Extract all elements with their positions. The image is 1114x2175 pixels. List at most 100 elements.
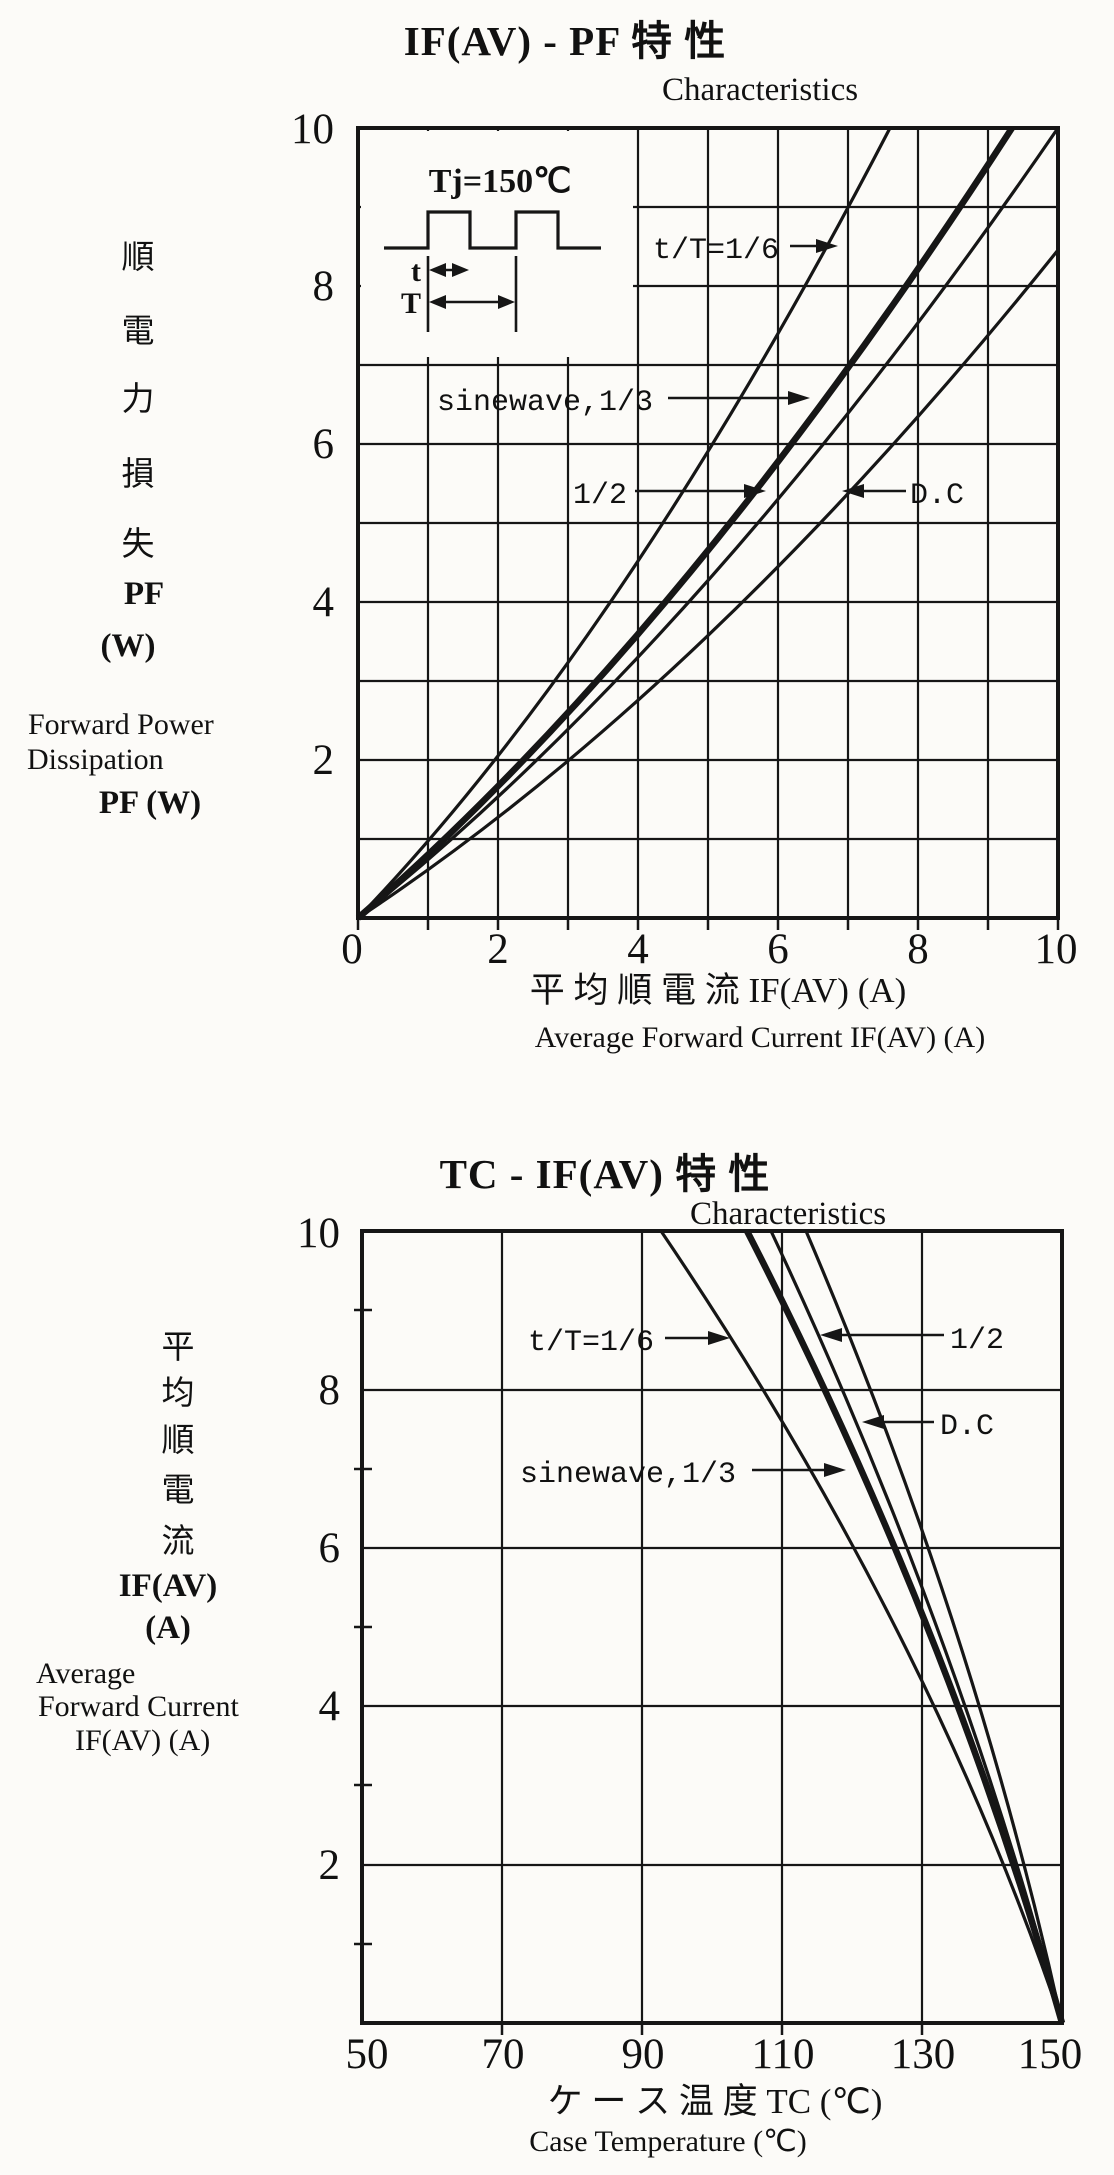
label-half: 1/2 [950, 1324, 1004, 1358]
label-half-arrowhead-icon [744, 484, 766, 498]
x-tick: 2 [487, 926, 509, 973]
x-tick: 0 [341, 926, 363, 973]
T-arrow-right-icon [498, 295, 515, 309]
pulse-width-label: t [411, 255, 421, 288]
label-dc: D.C [940, 1410, 994, 1444]
curve-dc [357, 248, 1060, 920]
chart1-subtitle: Characteristics [662, 72, 858, 108]
chart2-title: TC - IF(AV) 特 性 [440, 1151, 771, 1197]
y-cjk: 失 [122, 526, 155, 563]
chart2-x-tick-labels: 50 70 90 110 130 150 [346, 2031, 1083, 2078]
label-sinewave: sinewave,1/3 [437, 386, 653, 420]
chart1-x-label-en: Average Forward Current IF(AV) (A) [535, 1021, 985, 1054]
y-cjk: 流 [162, 1523, 195, 1560]
chart1-x-label-jp: 平 均 順 電 流 IF(AV) (A) [530, 971, 907, 1010]
x-tick: 90 [622, 2031, 665, 2078]
chart1-x-tick-labels: 0 2 4 6 8 10 [341, 926, 1077, 973]
label-t16-arrowhead-icon [708, 1331, 730, 1345]
chart2-x-label-jp: ケ ー ス 温 度 TC (℃) [548, 2082, 883, 2121]
label-t16-arrowhead-icon [816, 239, 838, 253]
label-sinewave-arrowhead-icon [824, 1463, 846, 1477]
y-tick: 10 [297, 1210, 340, 1257]
label-sinewave-arrowhead-icon [788, 391, 810, 405]
y-cjk: 順 [122, 240, 155, 276]
chart1-x-ticks-marks [356, 918, 1060, 930]
label-t16: t/T=1/6 [653, 234, 779, 268]
chart2-curve-labels: t/T=1/6 1/2 D.C sinewave,1/3 [520, 1324, 1004, 1492]
y-cjk: 力 [122, 381, 155, 418]
chart1-grid [358, 128, 1058, 918]
chart2-x-label-en: Case Temperature (℃) [529, 2125, 807, 2158]
y-tick: 4 [319, 1683, 341, 1730]
label-dc-arrowhead-icon [862, 1415, 884, 1429]
chart1-y-en-2: Dissipation [27, 743, 164, 776]
x-tick: 110 [752, 2031, 815, 2078]
t-arrow-left-icon [429, 263, 446, 277]
pulse-period-label: T [401, 287, 421, 320]
x-tick: 150 [1018, 2031, 1083, 2078]
y-tick: 4 [313, 579, 335, 626]
y-tick: 8 [319, 1367, 341, 1414]
curve-sinewave-13 [744, 1229, 1066, 2024]
chart2-y-en-3: IF(AV) (A) [75, 1724, 210, 1757]
chart2-y-axis-caption: 平 均 順 電 流 IF(AV) (A) Average Forward Cur… [36, 1330, 239, 1757]
chart1-inset-panel [361, 131, 633, 357]
x-tick: 8 [907, 926, 929, 973]
chart1-y-en-3: PF (W) [99, 785, 201, 821]
chart2-y-en-1: Average [36, 1657, 135, 1690]
y-tick: 2 [313, 737, 335, 784]
y-tick: 8 [313, 263, 335, 310]
chart2-curves [659, 1229, 1066, 2024]
label-dc: D.C [910, 479, 964, 513]
curve-t16 [356, 127, 892, 920]
curve-half [357, 127, 1060, 920]
chart1-condition: Tj=150℃ [429, 163, 572, 200]
y-cjk: 損 [122, 456, 155, 493]
chart2-subtitle: Characteristics [690, 1196, 886, 1232]
chart1-y-axis-caption: 順 電 力 損 失 PF (W) Forward Power Dissipati… [27, 240, 214, 821]
chart1-curve-labels: t/T=1/6 sinewave,1/3 1/2 D.C [437, 234, 964, 513]
chart2-y-symbol: IF(AV) [119, 1568, 217, 1604]
chart2-y-tick-labels: 10 8 6 4 2 [297, 1210, 340, 1889]
y-cjk: 電 [162, 1473, 195, 1509]
chart2-grid [362, 1231, 1062, 2023]
chart1: IF(AV) - PF 特 性 Characteristics Tj=150℃ … [27, 18, 1078, 1054]
pulse-waveform-icon [384, 210, 601, 250]
y-cjk: 平 [162, 1330, 195, 1366]
waveform-measure-lines [426, 256, 518, 332]
x-tick: 50 [346, 2031, 389, 2078]
x-tick: 4 [627, 926, 649, 973]
curve-t16 [659, 1230, 1064, 2024]
curve-dc [804, 1230, 1064, 2024]
y-cjk: 電 [122, 314, 155, 350]
chart1-y-symbol: PF [124, 576, 164, 612]
y-cjk: 均 [162, 1375, 195, 1412]
curve-sinewave-13 [355, 126, 1015, 921]
y-cjk: 順 [162, 1423, 195, 1459]
x-tick: 6 [767, 926, 789, 973]
chart1-inset: Tj=150℃ t T [384, 163, 601, 332]
chart1-y-unit: (W) [101, 628, 156, 664]
y-tick: 10 [291, 106, 334, 153]
x-tick: 10 [1035, 926, 1078, 973]
y-tick: 6 [319, 1525, 341, 1572]
chart1-y-en-1: Forward Power [28, 708, 214, 741]
label-sinewave: sinewave,1/3 [520, 1458, 736, 1492]
y-tick: 2 [319, 1842, 341, 1889]
y-tick: 6 [313, 421, 335, 468]
chart2-tick-marks [354, 1308, 924, 2035]
t-arrow-right-icon [452, 263, 469, 277]
label-t16: t/T=1/6 [528, 1326, 654, 1360]
label-half-arrowhead-icon [820, 1328, 842, 1342]
x-tick: 130 [891, 2031, 956, 2078]
label-dc-arrowhead-icon [842, 484, 864, 498]
chart1-y-tick-labels: 10 8 6 4 2 [291, 106, 334, 784]
chart2: TC - IF(AV) 特 性 Characteristics t/T=1/6 … [36, 1151, 1082, 2158]
chart2-y-unit: (A) [145, 1610, 191, 1646]
x-tick: 70 [482, 2031, 525, 2078]
chart2-y-en-2: Forward Current [38, 1690, 239, 1723]
curve-half [769, 1230, 1064, 2024]
label-half: 1/2 [573, 479, 627, 513]
